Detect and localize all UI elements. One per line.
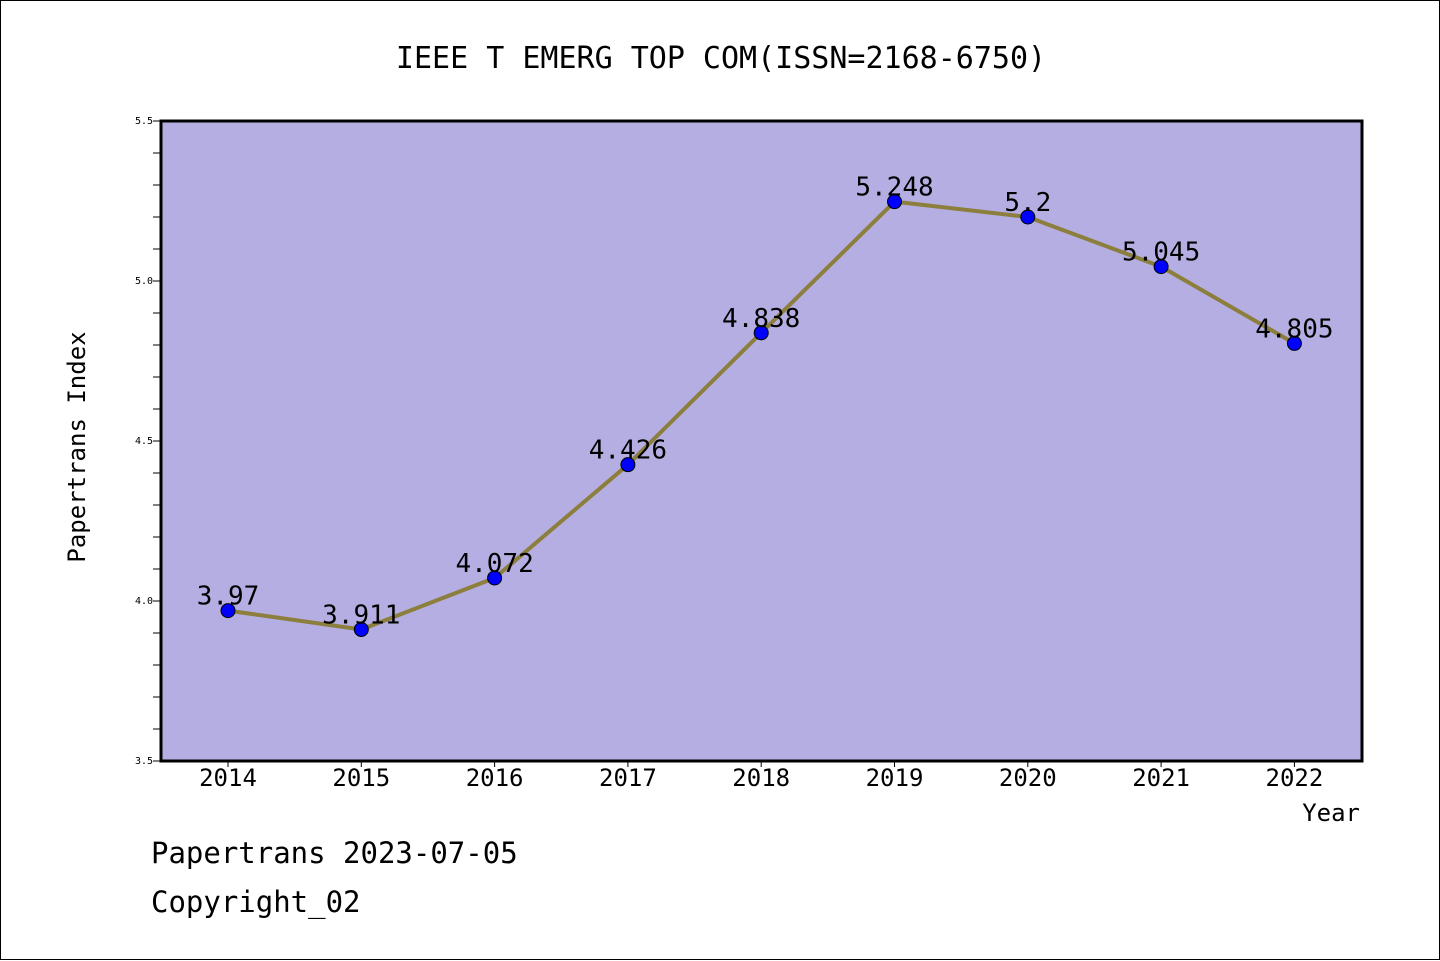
data-label: 5.2 (1004, 188, 1051, 218)
x-tick-label: 2018 (732, 764, 790, 792)
x-tick-label: 2019 (866, 764, 924, 792)
data-label: 4.838 (722, 304, 800, 334)
data-label: 3.97 (197, 582, 260, 612)
data-point-marker (1153, 259, 1169, 275)
x-tick-label: 2016 (466, 764, 524, 792)
x-tick-label: 2017 (599, 764, 657, 792)
y-tick-label: 5.0 (135, 276, 153, 287)
x-tick-label: 2022 (1266, 764, 1324, 792)
plot-area (159, 119, 1364, 763)
y-tick-label: 3.5 (135, 756, 153, 767)
data-label: 4.426 (589, 436, 667, 466)
data-point-marker (487, 570, 503, 586)
data-point-marker (353, 621, 369, 637)
data-point-marker (1020, 209, 1036, 225)
footer-date: Papertrans 2023-07-05 (151, 836, 518, 870)
y-axis: 3.5 4.0 4.5 5.0 5.5 (135, 116, 161, 767)
data-point-marker (220, 603, 236, 619)
x-tick-label: 2015 (332, 764, 390, 792)
y-tick-label: 5.5 (135, 116, 153, 127)
data-label: 3.911 (322, 600, 400, 630)
data-point-marker (1286, 335, 1302, 351)
x-tick-label: 2014 (199, 764, 257, 792)
data-label: 4.072 (455, 549, 533, 579)
data-point-marker (620, 457, 636, 473)
y-tick-label: 4.0 (135, 596, 153, 607)
chart-title: IEEE T EMERG TOP COM(ISSN=2168-6750) (396, 41, 1046, 76)
x-axis: 2014 2015 2016 2017 2018 2019 2020 2021 2022 (199, 761, 1323, 792)
series-line-group: 3.97 3.911 4.072 4.426 4.838 5.248 5.2 5.045 4.8… (197, 173, 1334, 637)
y-axis-label: Papertrans Index (63, 331, 91, 562)
footer-copyright: Copyright_02 (151, 885, 361, 919)
data-point-marker (753, 325, 769, 341)
data-label: 4.805 (1255, 314, 1333, 344)
x-tick-label: 2021 (1132, 764, 1190, 792)
y-tick-label: 4.5 (135, 436, 153, 447)
data-label: 5.045 (1122, 238, 1200, 268)
data-label: 5.248 (855, 173, 933, 203)
data-point-marker (887, 194, 902, 210)
x-axis-label: Year (1302, 799, 1360, 827)
x-tick-label: 2020 (999, 764, 1057, 792)
